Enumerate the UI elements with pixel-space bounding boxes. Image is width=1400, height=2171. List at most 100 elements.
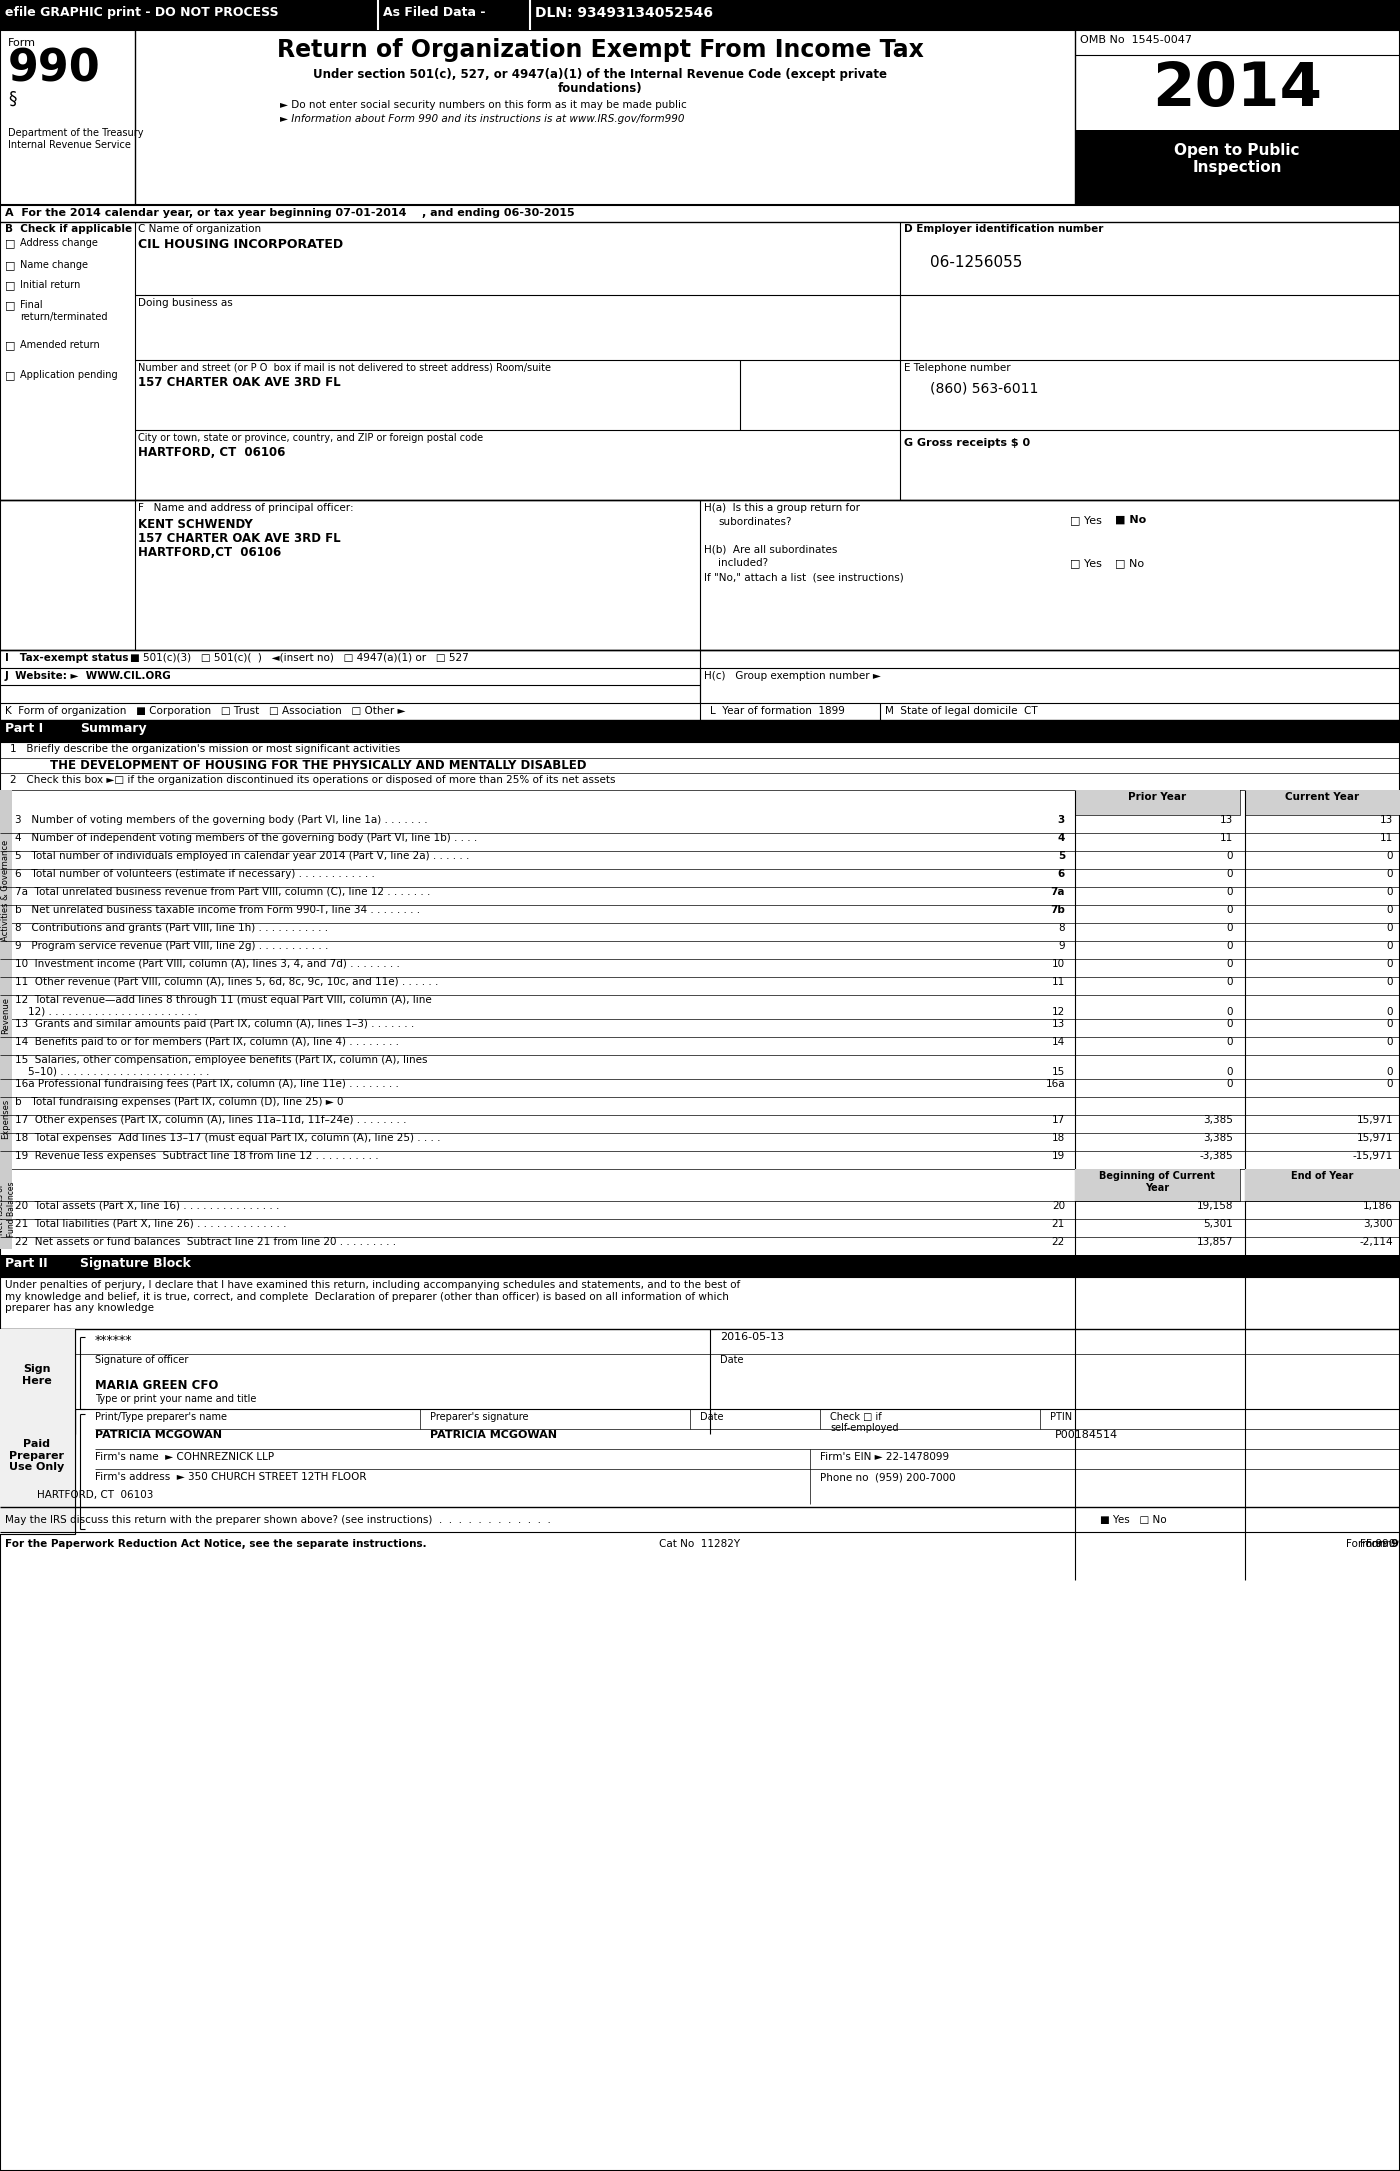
Text: THE DEVELOPMENT OF HOUSING FOR THE PHYSICALLY AND MENTALLY DISABLED: THE DEVELOPMENT OF HOUSING FOR THE PHYSI…	[50, 760, 587, 773]
Text: Part II: Part II	[6, 1257, 48, 1270]
Text: self-employed: self-employed	[830, 1422, 899, 1433]
Text: §: §	[8, 89, 17, 109]
Text: foundations): foundations)	[557, 82, 643, 96]
Text: □ Yes: □ Yes	[1070, 515, 1102, 525]
Text: MARIA GREEN CFO: MARIA GREEN CFO	[95, 1379, 218, 1392]
Text: ► Do not enter social security numbers on this form as it may be made public: ► Do not enter social security numbers o…	[280, 100, 687, 111]
Text: ******: ******	[95, 1333, 133, 1346]
Text: Firm's address  ► 350 CHURCH STREET 12TH FLOOR: Firm's address ► 350 CHURCH STREET 12TH …	[95, 1472, 367, 1483]
Text: 20  Total assets (Part X, line 16) . . . . . . . . . . . . . . .: 20 Total assets (Part X, line 16) . . . …	[15, 1201, 280, 1211]
Text: 11: 11	[1219, 834, 1233, 842]
Text: J  Website: ►  WWW.CIL.ORG: J Website: ► WWW.CIL.ORG	[6, 671, 172, 682]
Text: 0: 0	[1226, 1079, 1233, 1090]
Text: (860) 563-6011: (860) 563-6011	[930, 382, 1039, 395]
Text: 2016-05-13: 2016-05-13	[720, 1333, 784, 1342]
Text: H(b)  Are all subordinates: H(b) Are all subordinates	[704, 545, 837, 556]
Bar	[0, 1018, 13, 1218]
Text: Expenses: Expenses	[1, 1099, 11, 1140]
Text: ► Information about Form 990 and its instructions is at www.IRS.gov/form990: ► Information about Form 990 and its ins…	[280, 115, 685, 124]
Text: 13: 13	[1051, 1018, 1065, 1029]
Text: Cat No  11282Y: Cat No 11282Y	[659, 1539, 741, 1548]
Text: included?: included?	[718, 558, 769, 569]
Text: 5,301: 5,301	[1203, 1218, 1233, 1229]
Bar	[1075, 1168, 1240, 1201]
Text: HARTFORD,CT  06106: HARTFORD,CT 06106	[139, 545, 281, 558]
Text: CIL HOUSING INCORPORATED: CIL HOUSING INCORPORATED	[139, 239, 343, 252]
Text: 5: 5	[1058, 851, 1065, 862]
Text: 2   Check this box ►□ if the organization discontinued its operations or dispose: 2 Check this box ►□ if the organization …	[10, 775, 616, 786]
Text: b   Net unrelated business taxable income from Form 990-T, line 34 . . . . . . .: b Net unrelated business taxable income …	[15, 905, 420, 914]
Text: HARTFORD, CT  06103: HARTFORD, CT 06103	[36, 1489, 153, 1500]
Text: L  Year of formation  1899: L Year of formation 1899	[710, 706, 844, 716]
Text: Doing business as: Doing business as	[139, 297, 232, 308]
Text: 1,186: 1,186	[1364, 1201, 1393, 1211]
Text: 19: 19	[1051, 1151, 1065, 1161]
Text: 3: 3	[1058, 814, 1065, 825]
Text: Address change: Address change	[20, 239, 98, 247]
Text: -3,385: -3,385	[1200, 1151, 1233, 1161]
Text: 4: 4	[1057, 834, 1065, 842]
Text: HARTFORD, CT  06106: HARTFORD, CT 06106	[139, 445, 286, 458]
Text: 2014: 2014	[1152, 61, 1322, 119]
Text: 15,971: 15,971	[1357, 1133, 1393, 1142]
Text: Signature Block: Signature Block	[80, 1257, 190, 1270]
Text: ■ Yes   □ No: ■ Yes □ No	[1100, 1515, 1166, 1524]
Text: 13: 13	[1219, 814, 1233, 825]
Bar	[0, 923, 13, 1107]
Text: □: □	[6, 261, 15, 269]
Text: 0: 0	[1226, 1007, 1233, 1016]
Text: 0: 0	[1386, 1066, 1393, 1077]
Text: 21  Total liabilities (Part X, line 26) . . . . . . . . . . . . . .: 21 Total liabilities (Part X, line 26) .…	[15, 1218, 287, 1229]
Text: Print/Type preparer's name: Print/Type preparer's name	[95, 1411, 227, 1422]
Bar	[0, 1168, 13, 1248]
Text: 22: 22	[1051, 1237, 1065, 1246]
Bar	[1075, 790, 1240, 814]
Text: 12) . . . . . . . . . . . . . . . . . . . . . . .: 12) . . . . . . . . . . . . . . . . . . …	[15, 1007, 197, 1016]
Text: Date: Date	[700, 1411, 724, 1422]
Text: 17  Other expenses (Part IX, column (A), lines 11a–11d, 11f–24e) . . . . . . . .: 17 Other expenses (Part IX, column (A), …	[15, 1116, 406, 1125]
Text: □: □	[6, 239, 15, 247]
Text: 3   Number of voting members of the governing body (Part VI, line 1a) . . . . . : 3 Number of voting members of the govern…	[15, 814, 427, 825]
Text: 6: 6	[1058, 868, 1065, 879]
Text: Form: Form	[8, 39, 36, 48]
Text: 7a: 7a	[1050, 888, 1065, 897]
Text: 16a: 16a	[1046, 1079, 1065, 1090]
Text: G Gross receipts $ 0: G Gross receipts $ 0	[904, 439, 1030, 447]
Text: 0: 0	[1226, 1066, 1233, 1077]
Text: 0: 0	[1386, 1079, 1393, 1090]
Text: Signature of officer: Signature of officer	[95, 1355, 189, 1366]
Text: 0: 0	[1226, 923, 1233, 934]
Text: 0: 0	[1386, 1007, 1393, 1016]
Text: Check □ if: Check □ if	[830, 1411, 882, 1422]
Bar	[1075, 790, 1240, 814]
Text: Summary: Summary	[80, 723, 147, 736]
Text: 0: 0	[1226, 940, 1233, 951]
Text: Name change: Name change	[20, 261, 88, 269]
Bar	[1245, 1168, 1400, 1201]
Text: Form: Form	[1359, 1539, 1389, 1548]
Text: Preparer's signature: Preparer's signature	[430, 1411, 529, 1422]
Text: 0: 0	[1386, 940, 1393, 951]
Text: 9   Program service revenue (Part VIII, line 2g) . . . . . . . . . . .: 9 Program service revenue (Part VIII, li…	[15, 940, 329, 951]
Text: 11: 11	[1051, 977, 1065, 988]
Text: 20: 20	[1051, 1201, 1065, 1211]
Text: Under section 501(c), 527, or 4947(a)(1) of the Internal Revenue Code (except pr: Under section 501(c), 527, or 4947(a)(1)…	[314, 67, 888, 80]
Text: For the Paperwork Reduction Act Notice, see the separate instructions.: For the Paperwork Reduction Act Notice, …	[6, 1539, 427, 1548]
Text: 0: 0	[1226, 1018, 1233, 1029]
Text: 14  Benefits paid to or for members (Part IX, column (A), line 4) . . . . . . . : 14 Benefits paid to or for members (Part…	[15, 1038, 399, 1046]
Text: 14: 14	[1051, 1038, 1065, 1046]
Text: Return of Organization Exempt From Income Tax: Return of Organization Exempt From Incom…	[277, 39, 924, 63]
Text: KENT SCHWENDY: KENT SCHWENDY	[139, 519, 253, 532]
Text: 12  Total revenue—add lines 8 through 11 (must equal Part VIII, column (A), line: 12 Total revenue—add lines 8 through 11 …	[15, 994, 431, 1005]
Text: 18: 18	[1051, 1133, 1065, 1142]
Text: 0: 0	[1386, 1038, 1393, 1046]
Text: Current Year: Current Year	[1285, 792, 1359, 801]
Text: Prior Year: Prior Year	[1128, 792, 1186, 801]
Text: 13: 13	[1380, 814, 1393, 825]
Text: Initial return: Initial return	[20, 280, 80, 291]
Text: 10: 10	[1051, 960, 1065, 968]
Text: 7b: 7b	[1050, 905, 1065, 914]
Text: 11: 11	[1380, 834, 1393, 842]
Text: 7a  Total unrelated business revenue from Part VIII, column (C), line 12 . . . .: 7a Total unrelated business revenue from…	[15, 888, 430, 897]
Text: 0: 0	[1386, 1018, 1393, 1029]
